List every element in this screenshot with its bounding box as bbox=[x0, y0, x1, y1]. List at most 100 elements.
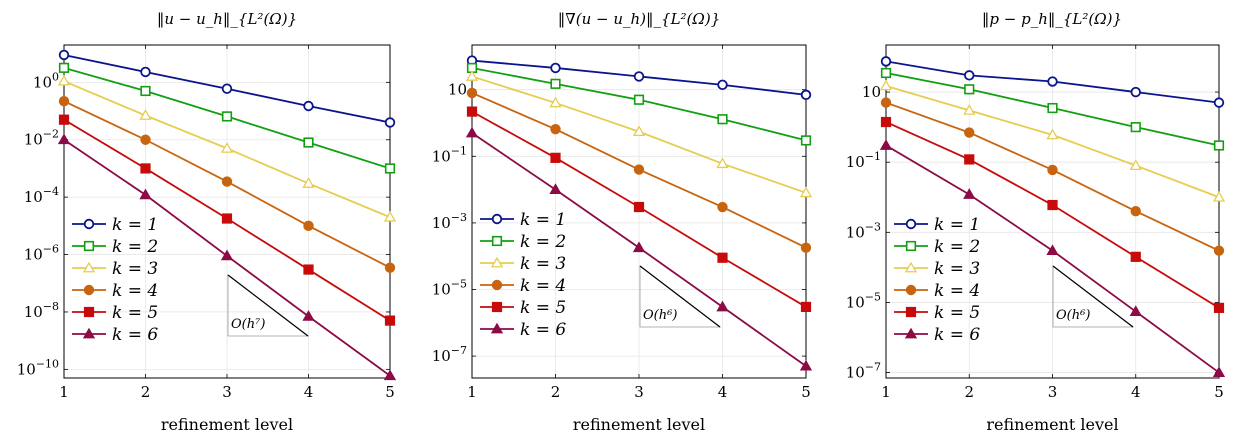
y-tick-exponent: −7 bbox=[451, 344, 467, 357]
legend-marker bbox=[491, 301, 503, 313]
data-point bbox=[1047, 199, 1058, 211]
legend-label: k = 3 bbox=[934, 259, 980, 279]
y-tick-exponent: −5 bbox=[451, 278, 467, 291]
data-point bbox=[1047, 164, 1058, 176]
data-point bbox=[800, 135, 812, 146]
legend-marker bbox=[905, 284, 917, 296]
series-k4 bbox=[880, 97, 1225, 256]
series-k4 bbox=[58, 96, 396, 273]
series-k5 bbox=[58, 114, 396, 326]
slope-hypotenuse bbox=[1052, 265, 1134, 328]
data-point bbox=[1213, 140, 1225, 151]
y-tick-label: 10−5 bbox=[432, 278, 467, 299]
data-point bbox=[800, 242, 812, 253]
y-tick-label: 10−3 bbox=[846, 220, 881, 241]
data-point bbox=[717, 79, 728, 91]
data-point bbox=[880, 67, 892, 79]
legend: k = 1k = 2k = 3k = 4k = 5k = 6 bbox=[480, 210, 566, 340]
y-tick-label: 10−3 bbox=[432, 211, 467, 232]
data-point bbox=[799, 186, 813, 198]
data-point bbox=[384, 117, 396, 128]
legend-marker bbox=[491, 279, 503, 291]
series-k1 bbox=[880, 56, 1225, 108]
data-point bbox=[58, 49, 70, 61]
x-tick-label: 5 bbox=[385, 383, 395, 401]
x-tick-label: 5 bbox=[1214, 383, 1224, 401]
data-point bbox=[716, 300, 729, 312]
series-k2 bbox=[58, 62, 396, 174]
y-tick-label: 10−1 bbox=[432, 144, 467, 165]
y-tick-exponent: −6 bbox=[43, 243, 59, 256]
data-point bbox=[139, 188, 152, 200]
y-tick-label: 10−5 bbox=[846, 290, 881, 311]
y-tick-exponent: −10 bbox=[36, 357, 59, 370]
data-point bbox=[384, 315, 396, 326]
data-point bbox=[1130, 251, 1141, 262]
legend-label: k = 4 bbox=[112, 281, 158, 301]
legend-label: k = 5 bbox=[934, 303, 980, 323]
data-point bbox=[550, 78, 561, 89]
series-k6 bbox=[465, 126, 813, 371]
data-point bbox=[1130, 86, 1141, 98]
data-point bbox=[632, 125, 646, 137]
y-tick-label: 10−4 bbox=[24, 185, 59, 206]
data-point bbox=[57, 133, 71, 145]
legend-marker bbox=[905, 306, 917, 318]
series-k1 bbox=[58, 49, 396, 128]
data-point bbox=[303, 137, 314, 148]
legend-marker bbox=[490, 322, 504, 334]
series-k3 bbox=[57, 74, 397, 222]
series-k3 bbox=[465, 70, 813, 198]
data-point bbox=[58, 62, 70, 73]
x-axis-label: refinement level bbox=[161, 415, 293, 434]
legend-label: k = 2 bbox=[934, 237, 980, 257]
data-point bbox=[716, 157, 729, 169]
y-tick-exponent: −3 bbox=[865, 220, 881, 233]
legend-marker bbox=[83, 218, 95, 230]
data-point bbox=[1212, 366, 1226, 377]
legend: k = 1k = 2k = 3k = 4k = 5k = 6 bbox=[894, 215, 980, 345]
data-point bbox=[633, 94, 645, 105]
legend: k = 1k = 2k = 3k = 4k = 5k = 6 bbox=[72, 215, 158, 345]
y-tick-exponent: −7 bbox=[865, 361, 881, 374]
data-point bbox=[1129, 159, 1142, 170]
data-point bbox=[383, 210, 397, 222]
data-point bbox=[384, 163, 396, 174]
legend-marker bbox=[83, 306, 95, 318]
data-point bbox=[465, 126, 479, 138]
legend-label: k = 3 bbox=[112, 259, 158, 279]
legend-marker bbox=[904, 327, 918, 339]
data-point bbox=[220, 249, 234, 261]
x-tick-label: 4 bbox=[718, 383, 728, 401]
data-point bbox=[964, 84, 975, 95]
data-point bbox=[717, 114, 728, 125]
data-point bbox=[303, 220, 314, 232]
data-point bbox=[140, 134, 151, 145]
y-tick-label: 10−7 bbox=[846, 361, 881, 382]
y-tick-label: 10 bbox=[862, 83, 881, 101]
data-point bbox=[1047, 76, 1058, 87]
x-tick-label: 1 bbox=[467, 383, 477, 401]
legend-marker bbox=[905, 240, 917, 252]
legend-label: k = 6 bbox=[112, 325, 158, 345]
data-point bbox=[633, 164, 645, 175]
data-point bbox=[880, 116, 892, 128]
data-point bbox=[1129, 305, 1142, 316]
slope-label: O(h⁶) bbox=[643, 308, 677, 323]
data-point bbox=[549, 183, 562, 195]
data-point bbox=[1213, 97, 1225, 108]
x-tick-label: 5 bbox=[801, 383, 811, 401]
data-point bbox=[58, 96, 70, 107]
y-tick-label: 10−1 bbox=[846, 150, 881, 171]
y-tick-label: 10−8 bbox=[24, 300, 59, 321]
legend-label: k = 2 bbox=[520, 232, 566, 252]
data-point bbox=[633, 71, 645, 82]
series-k2 bbox=[880, 67, 1225, 151]
data-point bbox=[1213, 302, 1225, 313]
data-point bbox=[964, 127, 975, 138]
data-point bbox=[550, 152, 561, 163]
y-tick-label: 100 bbox=[33, 70, 59, 91]
data-point bbox=[880, 97, 892, 108]
slope-hypotenuse bbox=[639, 265, 721, 328]
